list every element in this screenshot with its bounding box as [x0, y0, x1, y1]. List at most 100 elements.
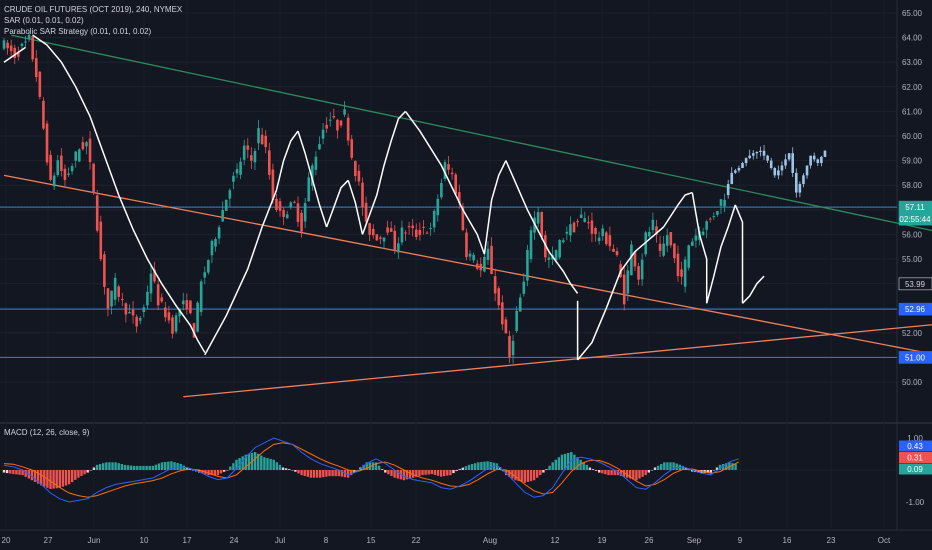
candle-body[interactable] [20, 43, 24, 46]
candle-body[interactable] [354, 161, 357, 177]
legend-sar-indicator[interactable]: SAR (0.01, 0.01, 0.02) [4, 16, 84, 25]
candle-body[interactable] [110, 290, 113, 307]
candle-body[interactable] [285, 214, 289, 219]
candle-body[interactable] [608, 235, 612, 247]
macd-line[interactable] [3, 437, 739, 503]
candle-body[interactable] [554, 250, 558, 261]
candle-body[interactable] [60, 155, 63, 171]
candle-body[interactable] [146, 291, 149, 306]
candle-body[interactable] [156, 284, 160, 306]
candle-body[interactable] [393, 230, 397, 251]
candle-body[interactable] [117, 286, 121, 297]
candle-body[interactable] [665, 235, 669, 246]
candle-body[interactable] [651, 219, 655, 231]
candle-body[interactable] [160, 297, 164, 302]
candle-body[interactable] [723, 199, 726, 207]
candle-body[interactable] [461, 206, 465, 231]
candle-body[interactable] [569, 224, 572, 236]
candle-body[interactable] [124, 303, 128, 315]
candle-body[interactable] [361, 182, 364, 208]
candle-body[interactable] [153, 269, 156, 282]
candle-body[interactable] [587, 222, 590, 224]
candle-body[interactable] [242, 145, 246, 160]
candle-body[interactable] [271, 169, 275, 201]
candle-body[interactable] [572, 222, 576, 233]
candle-body[interactable] [42, 100, 45, 129]
candle-body[interactable] [167, 312, 171, 321]
candle-body[interactable] [626, 270, 630, 294]
candle-body[interactable] [676, 253, 680, 277]
candle-body[interactable] [432, 210, 436, 228]
candle-body[interactable] [364, 202, 368, 222]
legend-macd-indicator[interactable]: MACD (12, 26, close, 9) [4, 428, 90, 437]
candle-body[interactable] [540, 212, 544, 237]
candle-body[interactable] [594, 228, 597, 235]
candle-body[interactable] [712, 216, 716, 218]
candle-body[interactable] [547, 257, 551, 260]
candle-body[interactable] [357, 170, 361, 182]
candle-body[interactable] [300, 212, 303, 232]
candle-body[interactable] [655, 226, 658, 235]
candle-body[interactable] [70, 166, 74, 172]
candle-body[interactable] [289, 202, 293, 208]
candle-body[interactable] [597, 237, 601, 242]
candle-body[interactable] [92, 163, 95, 193]
candle-body[interactable] [565, 231, 569, 234]
candle-body[interactable] [622, 274, 626, 305]
candle-body[interactable] [508, 336, 511, 358]
candle-body[interactable] [203, 272, 207, 278]
candle-body[interactable] [77, 149, 81, 162]
candle-body[interactable] [590, 220, 594, 234]
candle-body[interactable] [174, 315, 178, 332]
candle-body[interactable] [246, 145, 250, 150]
candle-body[interactable] [328, 119, 332, 121]
candle-body[interactable] [425, 232, 429, 234]
candle-body[interactable] [49, 154, 52, 180]
candle-body[interactable] [235, 169, 239, 174]
legend-symbol-title[interactable]: CRUDE OIL FUTURES (OCT 2019), 240, NYMEX [4, 5, 183, 14]
candle-body[interactable] [164, 307, 167, 318]
candle-body[interactable] [479, 263, 483, 271]
candle-body[interactable] [447, 164, 450, 170]
candle-body[interactable] [9, 45, 13, 52]
candle-body[interactable] [662, 243, 665, 256]
candle-body[interactable] [17, 52, 20, 57]
candle-body[interactable] [719, 199, 723, 206]
candle-body[interactable] [257, 128, 260, 144]
candle-body[interactable] [683, 259, 687, 287]
candle-body[interactable] [468, 253, 472, 257]
candle-body[interactable] [397, 243, 400, 253]
candle-body[interactable] [278, 201, 282, 211]
candle-body[interactable] [210, 240, 214, 256]
candle-body[interactable] [311, 165, 314, 186]
candle-body[interactable] [185, 300, 189, 310]
candle-body[interactable] [583, 218, 587, 222]
candle-body[interactable] [332, 115, 336, 118]
candle-body[interactable] [526, 249, 529, 281]
candle-body[interactable] [343, 109, 346, 115]
candle-body[interactable] [454, 174, 458, 195]
macd-signal-line[interactable] [3, 442, 739, 498]
candle-body[interactable] [217, 227, 221, 239]
candle-body[interactable] [687, 245, 691, 268]
candle-body[interactable] [529, 230, 533, 260]
candle-body[interactable] [232, 175, 235, 182]
candle-body[interactable] [630, 244, 633, 276]
trend-line-orange[interactable] [183, 323, 932, 398]
candle-body[interactable] [486, 248, 490, 260]
forecast-candles[interactable] [726, 144, 827, 199]
candle-body[interactable] [604, 232, 608, 245]
candle-body[interactable] [239, 161, 242, 175]
candle-body[interactable] [31, 35, 34, 60]
candle-body[interactable] [504, 319, 508, 334]
candle-body[interactable] [694, 235, 698, 241]
candle-body[interactable] [633, 251, 637, 267]
candle-body[interactable] [497, 288, 501, 306]
candle-body[interactable] [321, 129, 325, 139]
candle-body[interactable] [576, 221, 579, 223]
candle-body[interactable] [253, 151, 257, 163]
candle-body[interactable] [475, 263, 479, 269]
sar-curve[interactable] [3, 34, 765, 361]
candle-body[interactable] [2, 40, 6, 49]
candle-body[interactable] [407, 226, 411, 228]
